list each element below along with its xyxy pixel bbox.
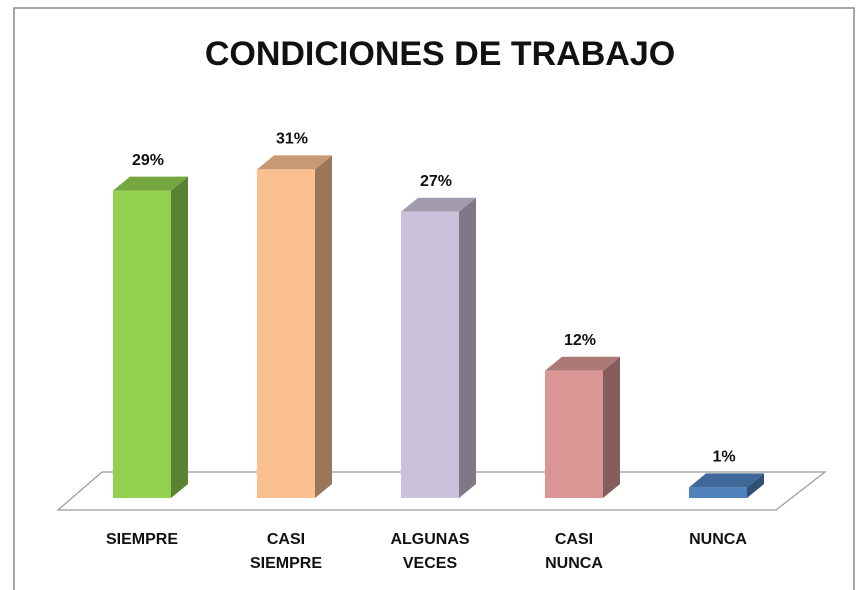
bar bbox=[689, 487, 747, 498]
bar-top bbox=[401, 197, 476, 212]
value-label: 27% bbox=[420, 173, 452, 190]
x-tick-label: ALGUNAS VECES bbox=[390, 531, 469, 572]
x-tick-label: SIEMPRE bbox=[106, 531, 178, 548]
value-label: 12% bbox=[564, 332, 596, 349]
bar-side bbox=[603, 356, 620, 498]
bar bbox=[545, 370, 603, 498]
bar-side bbox=[171, 176, 188, 498]
bar bbox=[113, 190, 171, 498]
value-label: 31% bbox=[276, 131, 308, 148]
value-label: 1% bbox=[712, 449, 735, 466]
bar bbox=[401, 211, 459, 499]
bar-top bbox=[545, 356, 620, 371]
bar bbox=[257, 169, 315, 498]
bar-side bbox=[459, 197, 476, 499]
bar-top bbox=[113, 176, 188, 191]
x-tick-label: CASI NUNCA bbox=[545, 531, 603, 572]
bar-top bbox=[257, 155, 332, 170]
bar-side bbox=[315, 155, 332, 498]
bar-top bbox=[689, 473, 764, 488]
x-tick-label: NUNCA bbox=[689, 531, 747, 548]
value-label: 29% bbox=[132, 152, 164, 169]
bar-side bbox=[747, 473, 764, 498]
x-tick-label: CASI SIEMPRE bbox=[250, 531, 322, 572]
chart-title: CONDICIONES DE TRABAJO bbox=[205, 35, 675, 73]
